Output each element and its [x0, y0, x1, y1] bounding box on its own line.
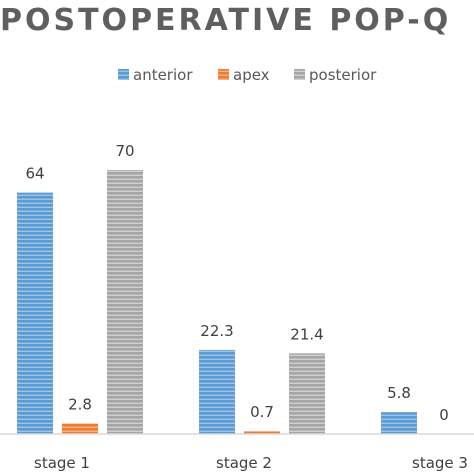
value-label-anterior-stage-1: 64 [25, 165, 44, 183]
legend-swatch-anterior [118, 69, 129, 80]
category-label-stage-3: stage 3 [412, 454, 468, 472]
value-label-apex-stage-3: 0 [439, 406, 449, 424]
legend-item-apex: apex [218, 66, 270, 84]
bar-anterior-stage-3 [381, 412, 417, 434]
bar-posterior-stage-1 [107, 170, 143, 434]
value-label-posterior-stage-2: 21.4 [290, 325, 323, 343]
category-labels-group: stage 1 stage 2 stage 3 [34, 454, 468, 472]
legend: anterior apex posterior [118, 66, 377, 84]
chart-title: POSTOPERATIVE POP-Q [0, 3, 451, 38]
legend-label-anterior: anterior [133, 66, 193, 84]
value-label-apex-stage-1: 2.8 [68, 395, 92, 413]
category-label-stage-2: stage 2 [216, 454, 272, 472]
bar-posterior-stage-2 [289, 353, 325, 434]
legend-swatch-posterior [294, 69, 305, 80]
bar-anterior-stage-2 [199, 349, 235, 434]
category-label-stage-1: stage 1 [34, 454, 90, 472]
legend-swatch-apex [218, 69, 229, 80]
legend-item-posterior: posterior [294, 66, 377, 84]
legend-item-anterior: anterior [118, 66, 193, 84]
bar-anterior-stage-1 [17, 192, 53, 434]
value-labels-group: 64 2.8 70 22.3 0.7 21.4 5.8 0 [25, 142, 448, 424]
bar-apex-stage-2 [244, 431, 280, 434]
value-label-apex-stage-2: 0.7 [250, 403, 274, 421]
legend-label-apex: apex [233, 66, 270, 84]
value-label-posterior-stage-1: 70 [115, 142, 134, 160]
value-label-anterior-stage-3: 5.8 [387, 384, 411, 402]
legend-label-posterior: posterior [309, 66, 377, 84]
bar-apex-stage-1 [62, 423, 98, 434]
bars-group [17, 170, 417, 434]
value-label-anterior-stage-2: 22.3 [200, 322, 233, 340]
